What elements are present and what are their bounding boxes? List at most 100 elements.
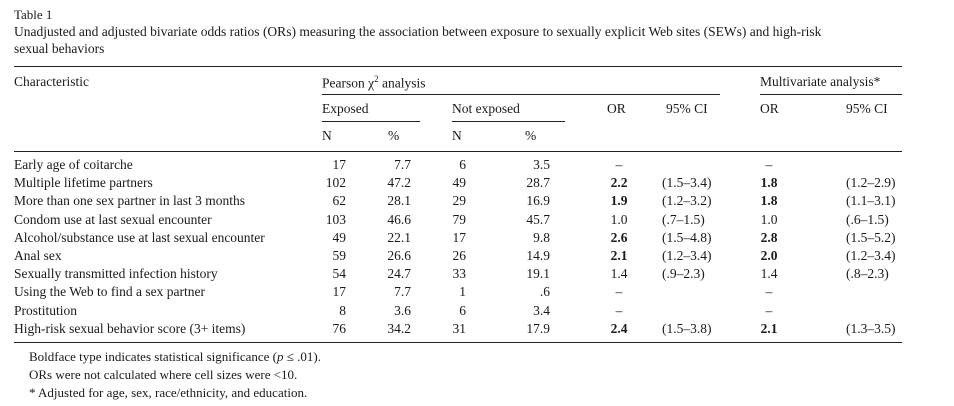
table-label: Table 1 [14, 7, 53, 22]
cell-ci: (1.5–4.8) [662, 229, 712, 245]
cell-adjusted-or: 2.0 [760, 248, 778, 263]
table-row: High-risk sexual behavior score (3+ item… [0, 321, 954, 339]
cell-exposed-n: 8 [339, 302, 346, 318]
cell-characteristic: Sexually transmitted infection history [14, 266, 218, 282]
cell-exposed-n: 54 [332, 266, 347, 282]
header-not-exposed-n: N [452, 128, 462, 143]
cell-adjusted-ci: (1.3–3.5) [846, 320, 896, 336]
header-adjusted-ci: 95% CI [846, 101, 888, 116]
cell-exposed-pct: 7.7 [394, 284, 411, 300]
cell-adjusted-ci: (.6–1.5) [846, 211, 889, 227]
cell-characteristic: Anal sex [14, 248, 62, 263]
cell-exposed-n: 76 [332, 320, 347, 336]
footnote-cell-size: ORs were not calculated where cell sizes… [29, 367, 298, 382]
cell-exposed-pct: 3.6 [394, 302, 411, 318]
cell-ci: (1.5–3.8) [662, 320, 712, 336]
cell-ci: (1.5–3.4) [662, 175, 712, 191]
bottom-rule [14, 342, 902, 343]
cell-not-exposed-pct: 3.5 [533, 157, 550, 172]
cell-or: 1.4 [610, 266, 628, 282]
table-row: More than one sex partner in last 3 mont… [0, 193, 954, 211]
cell-not-exposed-n: 6 [459, 302, 466, 318]
cell-not-exposed-pct: 17.9 [526, 320, 550, 336]
cell-not-exposed-pct: 3.4 [533, 302, 550, 318]
cell-exposed-pct: 26.6 [387, 248, 411, 263]
cell-ci: (1.2–3.4) [662, 248, 712, 263]
cell-exposed-pct: 28.1 [387, 193, 411, 209]
cell-exposed-pct: 46.6 [387, 211, 411, 227]
cell-characteristic: Prostitution [14, 302, 78, 318]
cell-adjusted-or: – [765, 157, 773, 172]
cell-not-exposed-pct: 9.8 [533, 229, 550, 245]
cell-characteristic: Using the Web to find a sex partner [14, 284, 205, 300]
cell-adjusted-ci: (1.2–3.4) [846, 248, 896, 263]
header-adjusted-or: OR [760, 101, 779, 116]
cell-adjusted-or: 1.4 [760, 266, 778, 282]
cell-not-exposed-pct: 16.9 [526, 193, 550, 209]
cell-characteristic: Multiple lifetime partners [14, 175, 153, 191]
table-row: Anal sex 59 26.6 26 14.9 2.1 (1.2–3.4) 2.0 (1.2–… [0, 248, 954, 266]
cell-or: 2.1 [610, 248, 628, 263]
cell-not-exposed-pct: .6 [539, 284, 550, 300]
cell-or: 2.4 [610, 320, 628, 336]
cell-not-exposed-pct: 45.7 [526, 211, 550, 227]
cell-exposed-n: 62 [332, 193, 347, 209]
cell-or: 2.2 [610, 175, 628, 191]
header-not-exposed-pct: % [525, 128, 537, 143]
cell-or: 1.9 [610, 193, 628, 209]
cell-exposed-pct: 22.1 [387, 229, 411, 245]
cell-or: – [615, 284, 623, 300]
header-not-exposed: Not exposed [452, 101, 520, 116]
cell-adjusted-ci: (.8–2.3) [846, 266, 889, 282]
not-exposed-rule [452, 121, 565, 122]
table-row: Prostitution 8 3.6 6 3.4 – – [0, 303, 954, 321]
cell-not-exposed-n: 29 [452, 193, 467, 209]
cell-ci: (1.2–3.2) [662, 193, 712, 209]
cell-adjusted-ci: (1.1–3.1) [846, 193, 896, 209]
top-rule [14, 66, 902, 67]
footnote-significance: Boldface type indicates statistical sign… [29, 349, 321, 364]
cell-or: – [615, 157, 623, 172]
header-exposed-n: N [322, 128, 332, 143]
cell-exposed-pct: 24.7 [387, 266, 411, 282]
table-row: Sexually transmitted infection history 54… [0, 266, 954, 284]
cell-adjusted-or: 1.8 [760, 175, 778, 191]
cell-characteristic: Early age of coitarche [14, 157, 133, 172]
table-caption-line-2: sexual behaviors [14, 41, 105, 56]
table-row: Multiple lifetime partners 102 47.2 49 28.7 2… [0, 175, 954, 193]
header-exposed-pct: % [388, 128, 400, 143]
table-row: Alcohol/substance use at last sexual enc… [0, 230, 954, 248]
cell-adjusted-or: 1.8 [760, 193, 778, 209]
cell-exposed-n: 17 [332, 157, 347, 172]
cell-characteristic: Condom use at last sexual encounter [14, 211, 212, 227]
header-ci: 95% CI [666, 101, 708, 116]
cell-not-exposed-pct: 28.7 [526, 175, 550, 191]
exposed-rule [322, 121, 420, 122]
cell-not-exposed-n: 33 [452, 266, 467, 282]
cell-exposed-n: 102 [325, 175, 346, 191]
cell-adjusted-or: 2.8 [760, 229, 778, 245]
header-or: OR [607, 101, 626, 116]
table-row: Condom use at last sexual encounter 103 46… [0, 212, 954, 230]
header-exposed: Exposed [322, 101, 369, 116]
pearson-rule [322, 94, 720, 95]
cell-ci: (.7–1.5) [662, 211, 705, 227]
cell-adjusted-ci: (1.2–2.9) [846, 175, 896, 191]
cell-exposed-n: 59 [332, 248, 347, 263]
cell-or: 2.6 [610, 229, 628, 245]
multivariate-rule [760, 94, 902, 95]
header-characteristic: Characteristic [14, 74, 89, 89]
cell-not-exposed-n: 31 [452, 320, 467, 336]
cell-not-exposed-n: 6 [459, 157, 466, 172]
cell-or: 1.0 [610, 211, 628, 227]
cell-adjusted-or: – [765, 302, 773, 318]
cell-not-exposed-n: 79 [452, 211, 467, 227]
cell-characteristic: High-risk sexual behavior score (3+ item… [14, 320, 246, 336]
cell-not-exposed-n: 17 [452, 229, 467, 245]
cell-adjusted-or: 2.1 [760, 320, 778, 336]
table-row: Using the Web to find a sex partner 17 7.7… [0, 284, 954, 302]
cell-characteristic: More than one sex partner in last 3 mont… [14, 193, 245, 209]
cell-exposed-n: 103 [325, 211, 346, 227]
footnote-adjusted: * Adjusted for age, sex, race/ethnicity,… [29, 385, 308, 400]
cell-exposed-n: 17 [332, 284, 347, 300]
